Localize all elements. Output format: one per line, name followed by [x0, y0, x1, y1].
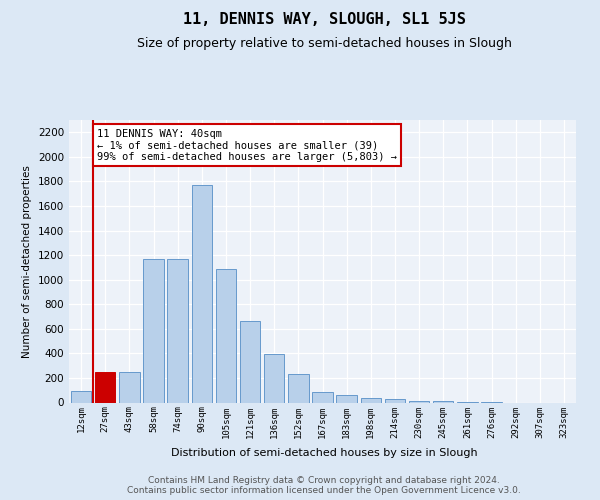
Bar: [71, 392, 91, 402]
Bar: [240, 321, 260, 402]
Bar: [95, 372, 115, 402]
Bar: [119, 372, 140, 402]
Bar: [312, 392, 333, 402]
Text: 11, DENNIS WAY, SLOUGH, SL1 5JS: 11, DENNIS WAY, SLOUGH, SL1 5JS: [182, 12, 466, 28]
Bar: [264, 354, 284, 403]
Bar: [409, 400, 430, 402]
Text: Distribution of semi-detached houses by size in Slough: Distribution of semi-detached houses by …: [170, 448, 478, 458]
Bar: [143, 259, 164, 402]
Y-axis label: Number of semi-detached properties: Number of semi-detached properties: [22, 165, 32, 358]
Bar: [191, 185, 212, 402]
Bar: [433, 400, 454, 402]
Bar: [167, 259, 188, 402]
Bar: [288, 374, 308, 402]
Bar: [215, 268, 236, 402]
Text: Size of property relative to semi-detached houses in Slough: Size of property relative to semi-detach…: [137, 38, 511, 51]
Bar: [361, 398, 381, 402]
Bar: [337, 394, 357, 402]
Bar: [385, 400, 405, 402]
Text: Contains HM Land Registry data © Crown copyright and database right 2024.
Contai: Contains HM Land Registry data © Crown c…: [127, 476, 521, 495]
Text: 11 DENNIS WAY: 40sqm
← 1% of semi-detached houses are smaller (39)
99% of semi-d: 11 DENNIS WAY: 40sqm ← 1% of semi-detach…: [97, 128, 397, 162]
